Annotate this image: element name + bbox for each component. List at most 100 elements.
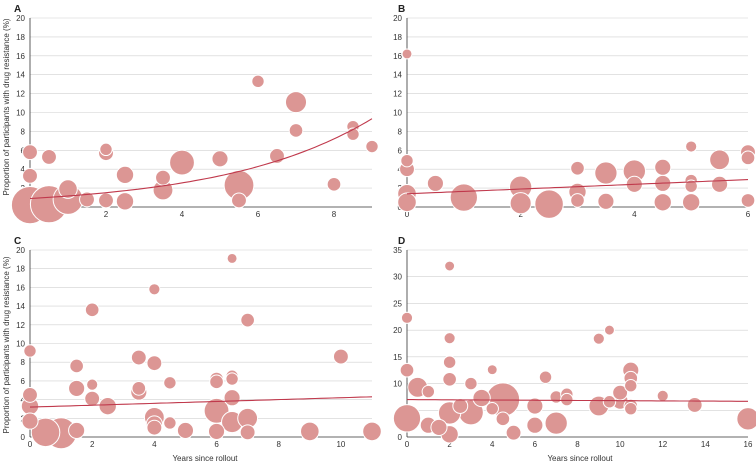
panel-label: D bbox=[398, 236, 405, 247]
y-tick-label: 12 bbox=[16, 90, 25, 99]
data-point bbox=[570, 160, 585, 176]
y-tick-label: 8 bbox=[398, 127, 403, 136]
data-point bbox=[442, 371, 457, 387]
data-point bbox=[736, 407, 756, 431]
data-point bbox=[41, 148, 57, 165]
x-tick-label: 10 bbox=[336, 440, 345, 449]
data-point bbox=[443, 332, 456, 345]
trend-line bbox=[406, 179, 749, 195]
data-point bbox=[284, 91, 308, 114]
y-tick-label: 15 bbox=[393, 353, 402, 362]
x-tick-label: 4 bbox=[490, 440, 495, 449]
data-point bbox=[23, 344, 37, 358]
y-tick-label: 14 bbox=[16, 71, 25, 80]
y-tick-label: 16 bbox=[16, 283, 25, 292]
data-point bbox=[392, 404, 422, 433]
data-point bbox=[399, 362, 415, 378]
x-tick-label: 6 bbox=[256, 210, 261, 219]
y-tick-label: 20 bbox=[393, 14, 402, 23]
data-point bbox=[332, 348, 349, 365]
y-tick-label: 18 bbox=[393, 33, 402, 42]
x-tick-label: 4 bbox=[152, 440, 157, 449]
data-point bbox=[486, 364, 498, 376]
y-tick-label: 20 bbox=[393, 326, 402, 335]
data-point bbox=[146, 419, 163, 436]
x-tick-label: 16 bbox=[744, 440, 753, 449]
data-point bbox=[79, 191, 95, 208]
data-point bbox=[624, 379, 638, 393]
data-point bbox=[86, 378, 99, 391]
data-point bbox=[231, 192, 247, 209]
x-tick-label: 0 bbox=[405, 440, 410, 449]
x-axis-title-right: Years since rollout bbox=[547, 454, 613, 463]
data-point bbox=[430, 418, 448, 436]
data-point bbox=[99, 142, 113, 157]
panel-a: A0246810121416182002468 bbox=[10, 4, 379, 225]
panel-label: C bbox=[14, 236, 21, 247]
data-point bbox=[130, 349, 147, 366]
y-tick-label: 20 bbox=[16, 14, 25, 23]
y-tick-label: 16 bbox=[16, 52, 25, 61]
data-point bbox=[22, 386, 38, 403]
y-tick-label: 14 bbox=[393, 71, 402, 80]
data-point bbox=[602, 395, 617, 409]
y-tick-label: 4 bbox=[21, 396, 26, 405]
data-point bbox=[209, 374, 224, 390]
panel-label: A bbox=[14, 4, 21, 15]
data-point bbox=[505, 424, 522, 441]
x-tick-label: 6 bbox=[533, 440, 538, 449]
data-point bbox=[226, 252, 238, 264]
data-point bbox=[397, 192, 417, 213]
x-tick-label: 2 bbox=[518, 210, 523, 219]
data-point bbox=[400, 311, 414, 324]
data-point bbox=[592, 332, 605, 345]
data-point bbox=[21, 412, 39, 430]
x-tick-label: 8 bbox=[332, 210, 337, 219]
data-point bbox=[526, 416, 544, 434]
y-tick-label: 6 bbox=[21, 377, 26, 386]
x-axis-title-left: Years since rollout bbox=[172, 454, 238, 463]
y-tick-label: 12 bbox=[16, 321, 25, 330]
data-point bbox=[570, 193, 585, 208]
y-tick-label: 20 bbox=[16, 246, 25, 255]
data-point bbox=[684, 179, 698, 193]
data-point bbox=[709, 149, 731, 171]
data-point bbox=[22, 144, 38, 161]
data-point bbox=[653, 193, 672, 212]
y-tick-label: 10 bbox=[16, 340, 25, 349]
trend-line bbox=[29, 118, 373, 200]
data-point bbox=[464, 376, 478, 391]
data-point bbox=[594, 161, 618, 185]
data-point bbox=[560, 392, 574, 407]
x-tick-label: 2 bbox=[104, 210, 109, 219]
data-point bbox=[223, 389, 241, 407]
data-point bbox=[740, 150, 756, 166]
data-point bbox=[421, 384, 436, 399]
data-point bbox=[146, 355, 163, 372]
data-point bbox=[740, 193, 756, 208]
x-tick-label: 8 bbox=[277, 440, 282, 449]
y-tick-label: 0 bbox=[398, 433, 403, 442]
data-point bbox=[84, 390, 101, 407]
data-point bbox=[442, 355, 457, 369]
data-point bbox=[452, 398, 469, 414]
y-tick-label: 10 bbox=[16, 109, 25, 118]
data-point bbox=[176, 421, 195, 440]
data-point bbox=[68, 421, 86, 440]
data-point bbox=[98, 396, 117, 416]
data-point bbox=[288, 123, 304, 138]
data-point bbox=[472, 388, 491, 408]
trend-line bbox=[407, 399, 748, 402]
y-tick-label: 16 bbox=[393, 52, 402, 61]
data-point bbox=[544, 411, 568, 435]
x-tick-label: 4 bbox=[180, 210, 185, 219]
data-point bbox=[686, 397, 703, 413]
x-tick-label: 10 bbox=[616, 440, 625, 449]
data-point bbox=[426, 174, 444, 192]
data-point bbox=[240, 312, 255, 328]
data-point bbox=[485, 401, 499, 416]
y-axis-title-top: Proportion of participants with drug res… bbox=[2, 18, 11, 195]
trend-line bbox=[29, 396, 373, 408]
x-tick-label: 0 bbox=[28, 440, 33, 449]
